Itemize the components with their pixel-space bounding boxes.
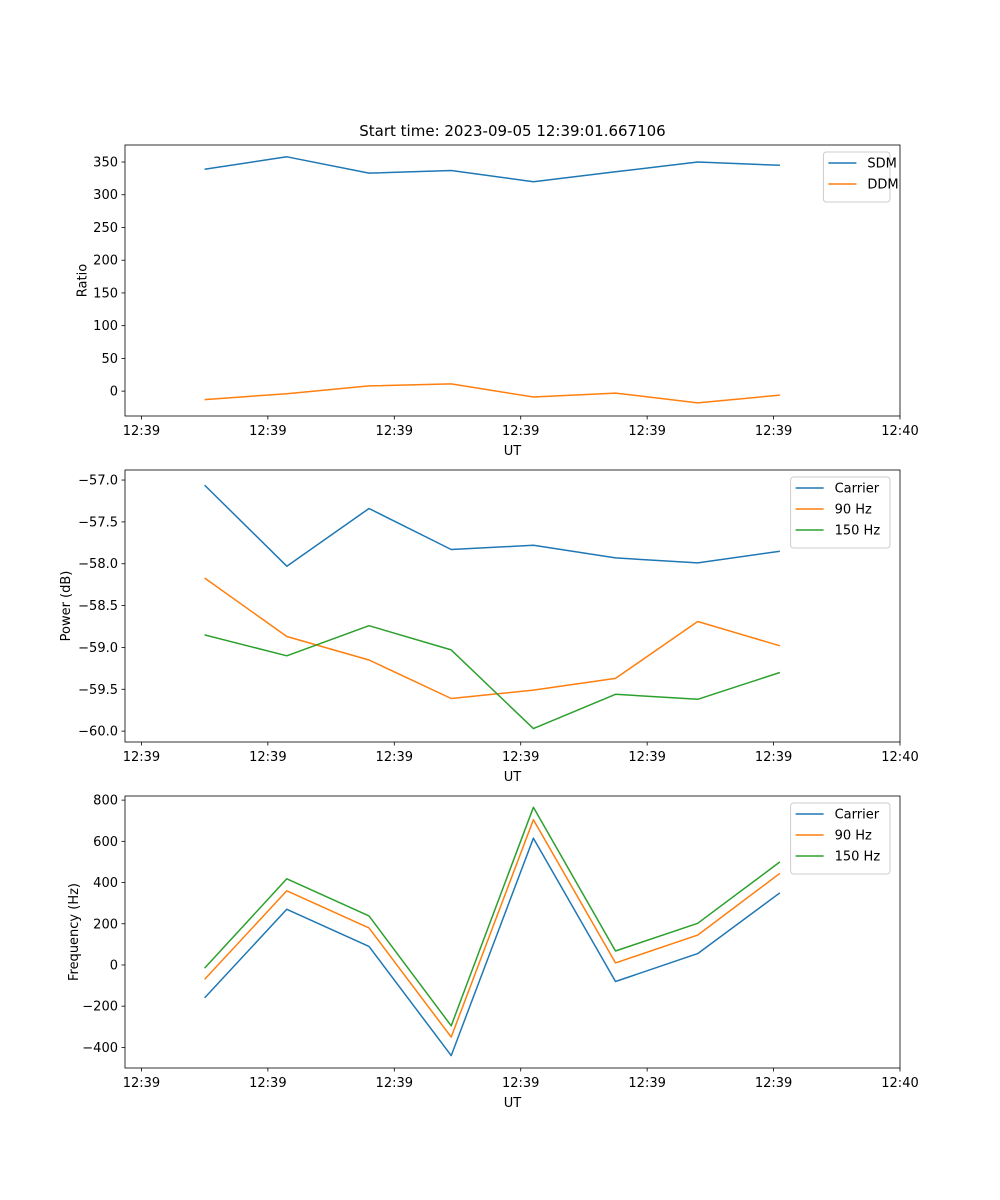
legend-box	[822, 151, 891, 203]
x-tick-label: 12:39	[249, 1076, 286, 1091]
y-tick-label: 300	[93, 188, 118, 203]
x-tick-label: 12:39	[502, 1076, 539, 1091]
y-tick-label: 0	[110, 958, 118, 973]
y-tick-label: −57.5	[78, 515, 118, 530]
series-line-carrier	[204, 484, 781, 567]
x-tick-label: 12:40	[881, 1076, 918, 1091]
y-axis-label: Ratio	[75, 264, 90, 297]
y-tick-label: 200	[93, 917, 118, 932]
x-axis-label: UT	[504, 1096, 522, 1111]
series-line-sdm	[204, 156, 780, 183]
y-tick-label: −59.0	[78, 641, 118, 656]
x-tick-label: 12:39	[123, 424, 160, 439]
x-tick-label: 12:39	[755, 1076, 792, 1091]
y-tick-label: 50	[101, 352, 118, 367]
y-axis-label: Power (dB)	[59, 571, 74, 642]
y-tick-label: 800	[93, 794, 118, 809]
x-axis-label: UT	[504, 770, 522, 785]
x-tick-label: 12:39	[502, 750, 539, 765]
chart-panel-1: 12:39 12:39 12:39 12:39 12:39 12:39 12:40 0 50 10…	[75, 144, 919, 459]
y-tick-label: −58.5	[78, 599, 118, 614]
legend-label: Carrier	[835, 808, 880, 823]
y-tick-label: 0	[110, 385, 118, 400]
chart-panel-2: 12:39 12:39 12:39 12:39 12:39 12:39 12:40 −60.0…	[59, 469, 919, 785]
x-tick-label: 12:39	[249, 750, 286, 765]
x-tick-label: 12:39	[628, 750, 665, 765]
legend-label: DDM	[867, 178, 898, 193]
x-tick-label: 12:39	[376, 1076, 413, 1091]
axes-frame	[124, 144, 901, 417]
x-tick-label: 12:39	[249, 424, 286, 439]
legend: SDM DDM	[822, 151, 899, 203]
legend-label: 150 Hz	[835, 850, 881, 865]
y-tick-label: −58.0	[78, 557, 118, 572]
x-tick-label: 12:40	[881, 750, 918, 765]
y-axis-label: Frequency (Hz)	[67, 883, 82, 981]
x-tick-label: 12:39	[376, 424, 413, 439]
series-line-carrier	[204, 837, 781, 1057]
x-tick-label: 12:39	[123, 750, 160, 765]
y-tick-label: 200	[93, 254, 118, 269]
axes-frame	[124, 469, 901, 743]
legend-label: 90 Hz	[835, 503, 872, 518]
x-tick-label: 12:40	[881, 424, 918, 439]
y-tick-label: 250	[93, 221, 118, 236]
x-tick-label: 12:39	[755, 750, 792, 765]
y-tick-label: −57.0	[78, 474, 118, 489]
x-tick-label: 12:39	[628, 1076, 665, 1091]
x-tick-label: 12:39	[755, 424, 792, 439]
legend: Carrier 90 Hz 150 Hz	[790, 802, 891, 875]
legend-label: 90 Hz	[835, 829, 872, 844]
chart-panel-3: 12:39 12:39 12:39 12:39 12:39 12:39 12:40 −400 −…	[67, 794, 919, 1111]
legend-label: SDM	[867, 157, 896, 172]
y-tick-label: −400	[82, 1041, 118, 1056]
y-tick-label: 100	[93, 319, 118, 334]
x-tick-label: 12:39	[376, 750, 413, 765]
series-line-150-hz	[204, 624, 781, 730]
y-tick-label: 400	[93, 876, 118, 891]
series-line-150-hz	[204, 806, 781, 1027]
x-tick-label: 12:39	[502, 424, 539, 439]
legend: Carrier 90 Hz 150 Hz	[790, 476, 891, 549]
y-tick-label: −59.5	[78, 683, 118, 698]
legend-label: 150 Hz	[835, 524, 881, 539]
axes-frame	[124, 795, 901, 1069]
legend-label: Carrier	[835, 482, 880, 497]
x-axis-label: UT	[504, 444, 522, 459]
series-line-90-hz	[204, 818, 781, 1038]
x-tick-label: 12:39	[628, 424, 665, 439]
y-tick-label: 600	[93, 835, 118, 850]
y-tick-label: −200	[82, 1000, 118, 1015]
series-line-90-hz	[204, 577, 781, 700]
series-line-ddm	[204, 383, 780, 404]
figure-title: Start time: 2023-09-05 12:39:01.667106	[359, 122, 665, 140]
y-tick-label: 350	[93, 156, 118, 171]
y-tick-label: 150	[93, 286, 118, 301]
x-tick-label: 12:39	[123, 1076, 160, 1091]
y-tick-label: −60.0	[78, 725, 118, 740]
